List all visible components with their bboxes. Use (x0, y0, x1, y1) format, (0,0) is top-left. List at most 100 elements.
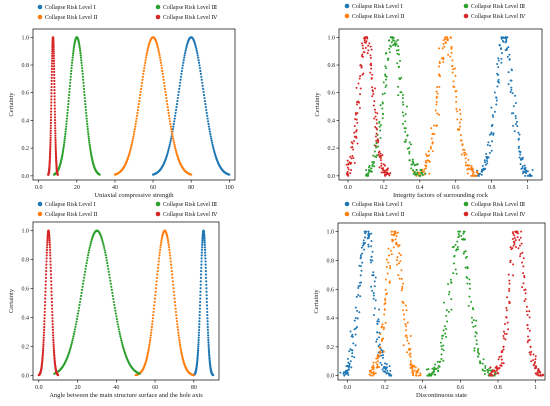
data-point (48, 235, 51, 238)
data-point (62, 147, 65, 150)
data-point (436, 85, 439, 88)
data-point (396, 243, 399, 246)
data-point (353, 319, 356, 322)
data-point (404, 138, 407, 141)
data-point (394, 238, 397, 241)
legend: Collapse Risk Level Ⅰ Collapse Risk Level… (37, 201, 217, 218)
data-point (148, 345, 151, 348)
data-point (104, 254, 107, 257)
data-point (480, 173, 483, 176)
data-point (532, 363, 535, 366)
data-point (504, 49, 507, 51)
data-point (392, 246, 395, 249)
data-point (359, 295, 362, 298)
data-point (466, 168, 469, 171)
data-point (107, 267, 110, 270)
data-point (49, 270, 52, 273)
data-point (361, 53, 364, 56)
data-point (45, 248, 49, 251)
x-tick-label: 100 (225, 185, 234, 191)
data-point (204, 251, 207, 254)
data-point (367, 230, 370, 233)
data-point (144, 59, 147, 62)
data-point (130, 143, 133, 146)
data-point (148, 343, 151, 346)
data-point (435, 95, 438, 98)
data-point (518, 133, 521, 136)
data-point (431, 141, 434, 144)
data-point (514, 114, 517, 117)
data-point (503, 36, 506, 39)
data-point (45, 270, 48, 273)
data-point (429, 373, 432, 376)
data-point (500, 362, 503, 365)
data-point (140, 81, 144, 84)
data-point (172, 141, 176, 144)
data-point (445, 328, 448, 331)
data-point (355, 326, 358, 329)
data-point (173, 294, 176, 297)
data-point (385, 258, 388, 261)
y-tick-label: 0.0 (22, 174, 30, 180)
data-point (198, 64, 201, 67)
data-point (403, 313, 406, 316)
data-point (83, 270, 87, 273)
data-point (459, 134, 462, 137)
data-point (377, 336, 380, 339)
data-point (483, 369, 486, 372)
data-point (379, 159, 382, 162)
data-point (160, 67, 163, 70)
data-point (470, 164, 473, 167)
series-iii (425, 230, 497, 377)
data-point (460, 234, 463, 237)
data-point (52, 44, 55, 47)
data-point (110, 288, 113, 291)
data-point (409, 360, 412, 363)
data-point (436, 367, 439, 369)
data-point (505, 47, 508, 50)
data-point (508, 300, 511, 303)
data-point (466, 267, 469, 270)
data-point (139, 90, 142, 94)
data-point (83, 93, 86, 97)
data-point (194, 45, 198, 49)
data-point (206, 323, 209, 326)
data-point (377, 145, 380, 148)
data-point (206, 326, 209, 329)
data-point (169, 125, 172, 128)
data-point (441, 334, 444, 337)
data-point (52, 65, 56, 68)
data-point (79, 49, 82, 53)
data-point (77, 309, 80, 312)
data-point (387, 247, 390, 250)
data-point (401, 97, 404, 100)
data-point (204, 254, 207, 257)
data-point (496, 372, 499, 375)
data-point (410, 167, 413, 170)
data-point (486, 371, 489, 374)
data-point (69, 72, 73, 75)
data-point (476, 172, 479, 175)
data-point (167, 108, 170, 112)
data-point (376, 331, 379, 334)
data-point (381, 368, 384, 371)
data-point (425, 368, 428, 371)
data-point (393, 233, 396, 236)
data-point (509, 261, 512, 264)
data-point (388, 282, 391, 285)
data-point (493, 369, 496, 372)
data-point (168, 145, 171, 148)
data-point (506, 55, 509, 58)
data-point (438, 73, 441, 76)
data-point (466, 282, 469, 285)
data-point (44, 280, 47, 283)
data-point (53, 107, 56, 110)
data-point (357, 285, 360, 288)
x-tick-label: 60 (152, 385, 158, 391)
data-point (488, 151, 491, 154)
x-tick-label: 60 (150, 185, 156, 191)
data-point (87, 132, 90, 136)
data-point (384, 85, 387, 88)
data-point (43, 307, 46, 310)
data-point (372, 364, 375, 367)
